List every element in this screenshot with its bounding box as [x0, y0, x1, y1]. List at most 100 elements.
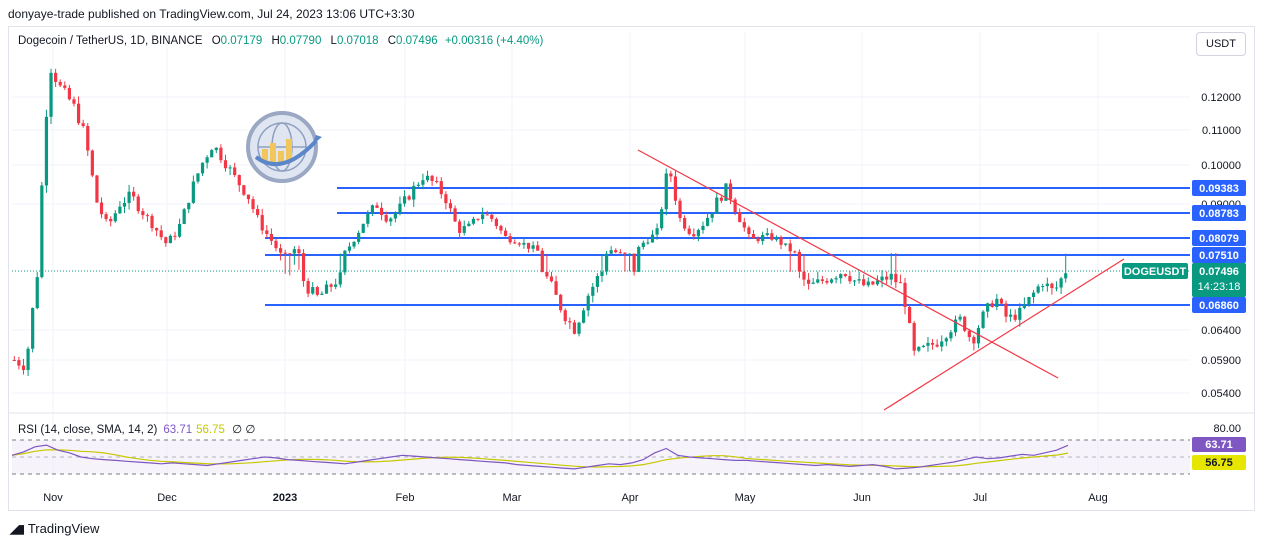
candle-body [655, 228, 659, 235]
candle-body [1064, 273, 1068, 279]
candle-body [981, 311, 985, 328]
candle-body [370, 205, 375, 214]
candle-body [200, 162, 205, 174]
rsi-sma-tag [1192, 455, 1246, 470]
candle-body [380, 207, 384, 216]
candle-body [476, 218, 480, 220]
ascending-trendline [883, 258, 1125, 411]
rsi-title[interactable]: RSI (14, close, SMA, 14, 2) [18, 424, 158, 436]
trendlines [637, 149, 1125, 411]
candle-body [995, 298, 999, 307]
candle-body [797, 251, 802, 272]
rsi-band [12, 440, 1190, 474]
rsi-sma-value: 56.75 [196, 424, 225, 436]
candle-body [508, 236, 512, 243]
chart-frame [8, 26, 1255, 511]
candle-body [1027, 296, 1031, 305]
candle-body [49, 72, 53, 117]
candle-body [559, 294, 563, 311]
candle-body [122, 202, 127, 207]
rsi-value: 63.71 [163, 424, 193, 436]
candle-body [885, 276, 889, 280]
candle-body [141, 211, 145, 216]
change-value: +0.00316 (+4.40%) [444, 35, 544, 47]
time-axis: Nov Dec 2023 Feb Mar Apr May Jun Jul Aug [43, 492, 1108, 504]
candle-body [113, 213, 117, 222]
tradingview-footer[interactable]: ◢▮ TradingView [10, 521, 99, 536]
level-price-label: 0.09383 [1199, 183, 1239, 195]
candle-body [283, 252, 287, 254]
candle-body [265, 230, 269, 234]
candle-body [604, 253, 609, 272]
candle-body [1031, 292, 1036, 297]
price-axis: 0.120000.110000.100000.090000.064000.059… [1122, 92, 1246, 400]
descending-trendline [637, 149, 1059, 379]
candle-body [324, 284, 329, 294]
candle-body [1009, 314, 1013, 317]
candle-body [692, 234, 696, 237]
candle-body [788, 243, 792, 252]
candle-body [669, 173, 673, 177]
symbol-name[interactable]: Dogecoin / TetherUS, 1D, BINANCE [18, 35, 203, 47]
level-price-tag [1192, 205, 1246, 221]
candle-body [416, 184, 420, 186]
candle-body [848, 276, 852, 282]
candle-body [999, 298, 1004, 304]
candle-body [820, 279, 824, 281]
candle-body [288, 253, 292, 255]
candle-body [35, 277, 39, 309]
candle-body [343, 250, 347, 273]
horizontal-levels [12, 187, 1190, 306]
time-tick-label: 2023 [273, 492, 297, 504]
candle-body [458, 221, 462, 233]
candle-body [384, 215, 388, 222]
candle-body [967, 330, 971, 338]
candle-body [503, 230, 508, 237]
candle-body [31, 308, 35, 349]
candle-body [109, 219, 113, 222]
candle-body [485, 214, 489, 216]
candle-body [784, 243, 788, 245]
candle-body [972, 337, 976, 344]
candle-body [673, 176, 678, 201]
symbol-tag-label: DOGEUSDT [1124, 266, 1187, 278]
candle-body [338, 272, 342, 285]
candle-body [173, 235, 177, 237]
candle-body [632, 253, 636, 272]
candle-body [875, 280, 880, 285]
candle-body [522, 242, 526, 245]
candle-body [499, 225, 503, 231]
candle-body [210, 150, 214, 158]
currency-button[interactable]: USDT [1196, 32, 1246, 56]
level-price-tag [1192, 180, 1246, 196]
candle-body [164, 237, 168, 244]
time-tick-label: Nov [43, 492, 63, 504]
level-price-label: 0.08079 [1199, 233, 1239, 245]
candle-body [761, 235, 765, 242]
candle-body [742, 222, 746, 228]
candle-body [67, 87, 71, 100]
candle-body [246, 194, 251, 200]
candle-body [494, 218, 498, 226]
candle-body [953, 319, 958, 333]
candle-body [857, 279, 861, 281]
candle-body [1054, 287, 1059, 289]
candle-body [453, 208, 457, 222]
candle-body [99, 202, 104, 215]
candle-body [949, 332, 953, 339]
countdown-label: 14:23:18 [1198, 281, 1241, 293]
candle-body [242, 185, 246, 195]
candle-body [930, 342, 935, 345]
candle-body [600, 271, 604, 276]
candle-body [81, 123, 85, 127]
candle-body [678, 200, 682, 219]
candle-body [132, 191, 136, 197]
level-price-label: 0.07510 [1199, 250, 1239, 262]
candle-body [595, 275, 599, 287]
candle-body [664, 173, 668, 210]
candle-body [568, 321, 572, 323]
candle-body [389, 218, 393, 222]
candle-body [990, 303, 994, 307]
candle-body [448, 203, 453, 209]
